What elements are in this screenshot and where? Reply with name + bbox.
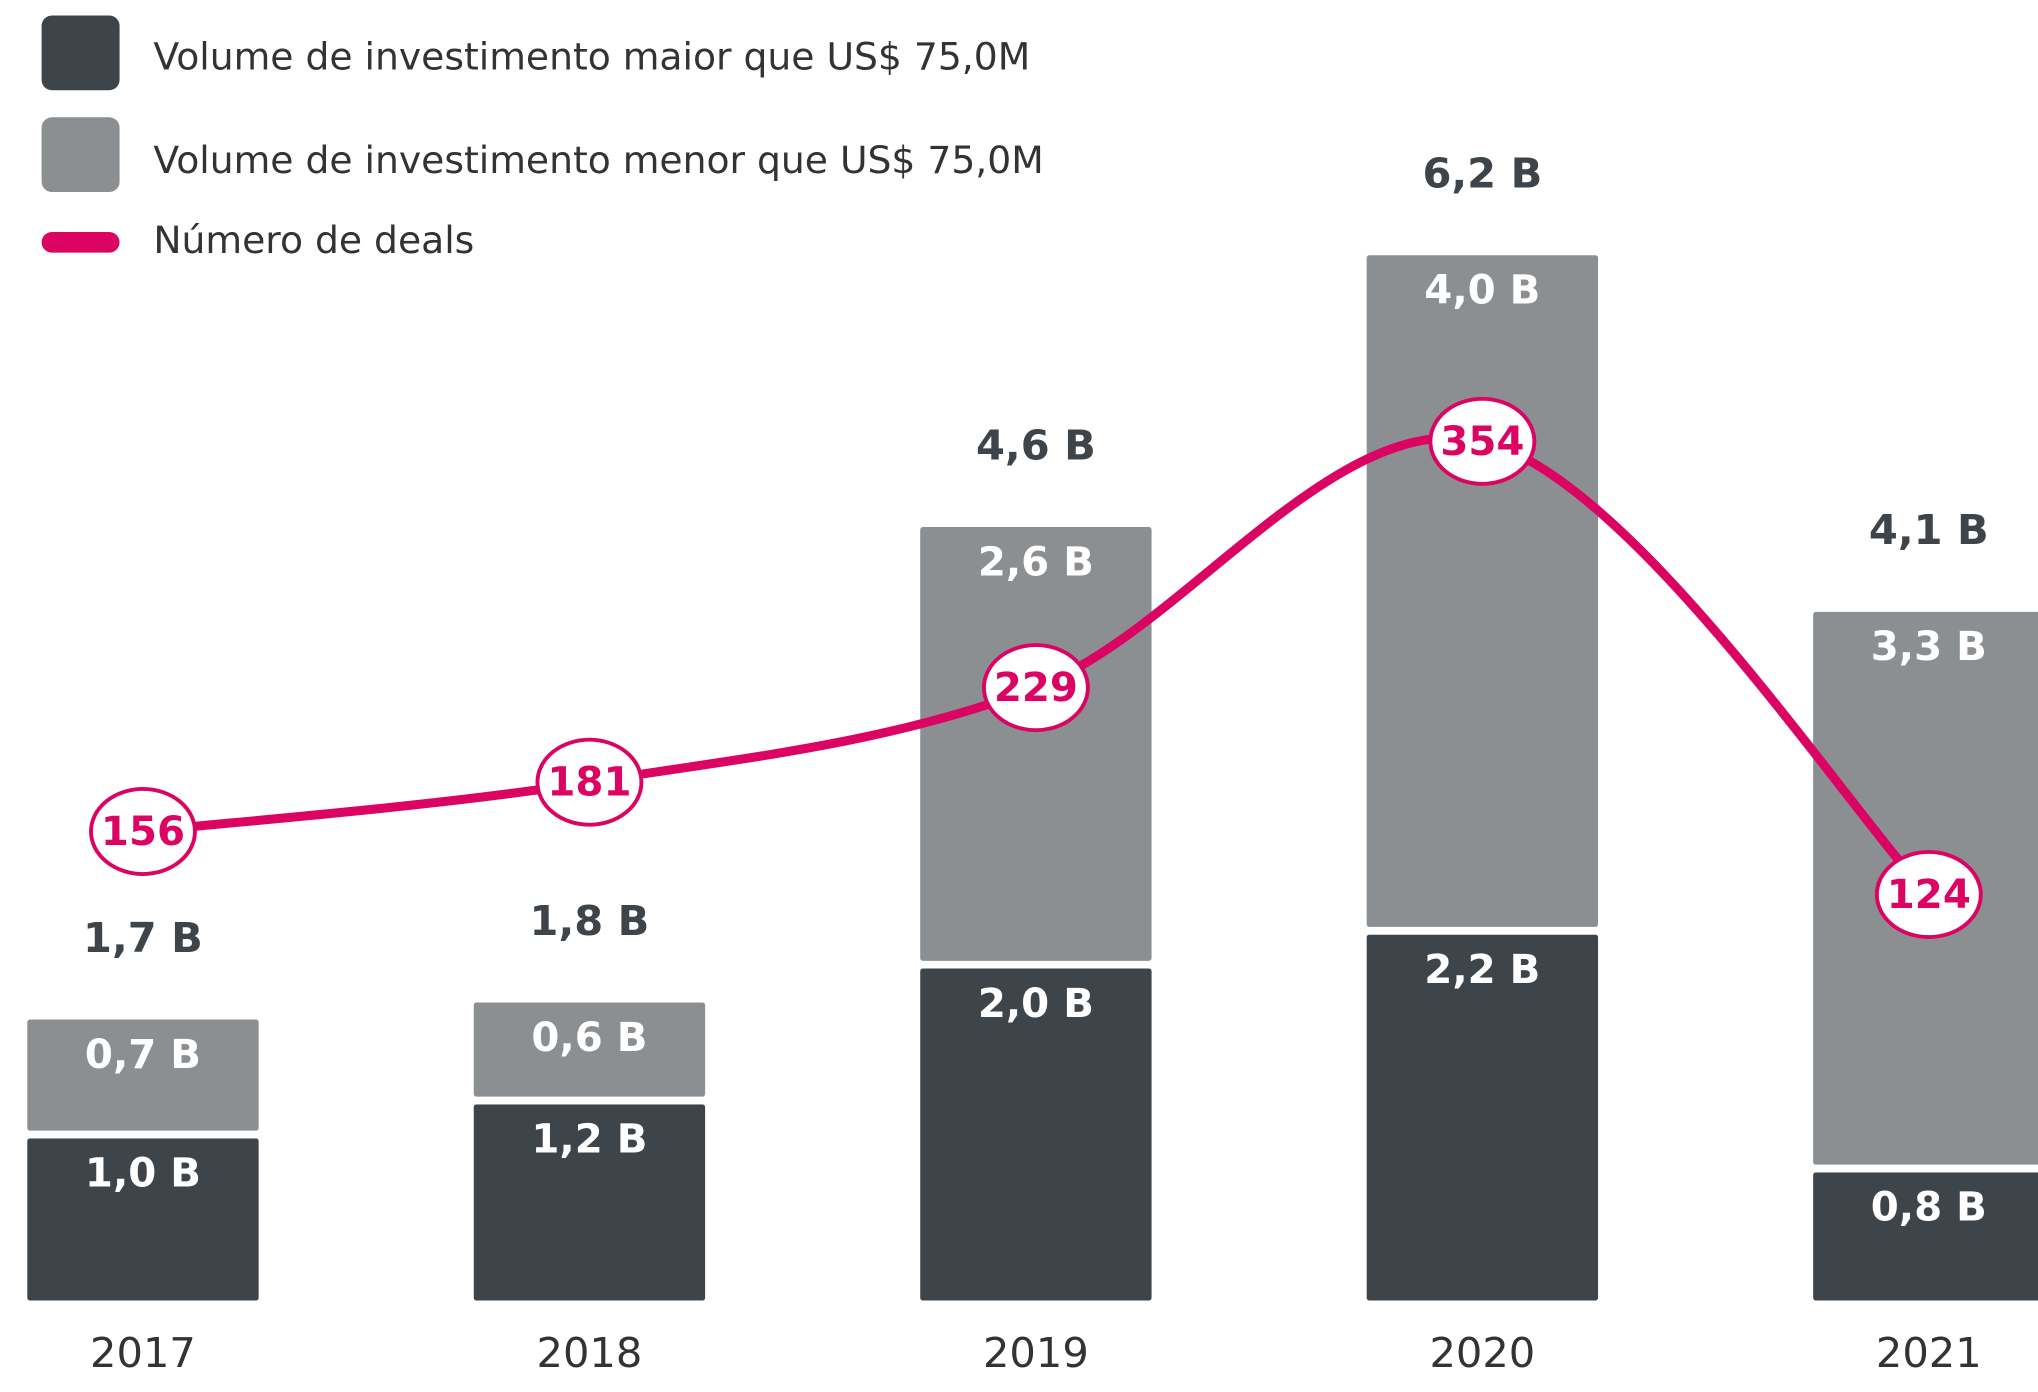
x-tick-label: 2020 <box>1429 1329 1535 1377</box>
point-label: 354 <box>1440 419 1524 465</box>
legend-label: Volume de investimento menor que US$ 75,… <box>153 138 1043 182</box>
x-tick-label: 2018 <box>537 1329 643 1377</box>
total-label: 4,1 B <box>1869 506 1989 554</box>
point-marker <box>1874 850 1983 939</box>
segment-label: 0,7 B <box>85 1032 201 1078</box>
x-tick-label: 2017 <box>90 1329 196 1377</box>
x-tick-label: 2019 <box>983 1329 1089 1377</box>
total-label: 1,7 B <box>83 914 203 962</box>
segment-label: 2,6 B <box>978 539 1094 585</box>
point-marker <box>981 643 1090 733</box>
segment-label: 3,3 B <box>1871 624 1987 670</box>
bar-segment <box>912 519 1160 969</box>
segment-label: 4,0 B <box>1424 268 1540 314</box>
segment-label: 1,2 B <box>531 1117 647 1163</box>
point-label: 181 <box>547 760 631 806</box>
bar-segment <box>19 1011 267 1139</box>
segment-label: 2,0 B <box>978 981 1094 1027</box>
legend-swatch <box>41 117 120 193</box>
bar-segment <box>465 994 713 1105</box>
x-tick-label: 2021 <box>1876 1329 1982 1377</box>
segment-label: 0,8 B <box>1871 1185 1987 1231</box>
point-label: 229 <box>994 665 1078 711</box>
bar-segment <box>1358 247 1606 935</box>
legend-label: Volume de investimento maior que US$ 75,… <box>153 35 1030 79</box>
total-label: 4,6 B <box>976 421 1096 469</box>
total-label: 6,2 B <box>1422 150 1542 198</box>
legend-label: Número de deals <box>153 218 474 262</box>
segment-label: 0,6 B <box>531 1015 647 1061</box>
point-marker <box>1428 396 1537 486</box>
segment-label: 2,2 B <box>1424 947 1540 993</box>
point-label: 124 <box>1887 872 1971 918</box>
point-label: 156 <box>101 809 185 855</box>
point-marker <box>535 737 644 827</box>
point-marker <box>89 787 197 876</box>
legend-swatch <box>41 15 120 91</box>
segment-label: 1,0 B <box>85 1151 201 1197</box>
total-label: 1,8 B <box>530 897 650 945</box>
